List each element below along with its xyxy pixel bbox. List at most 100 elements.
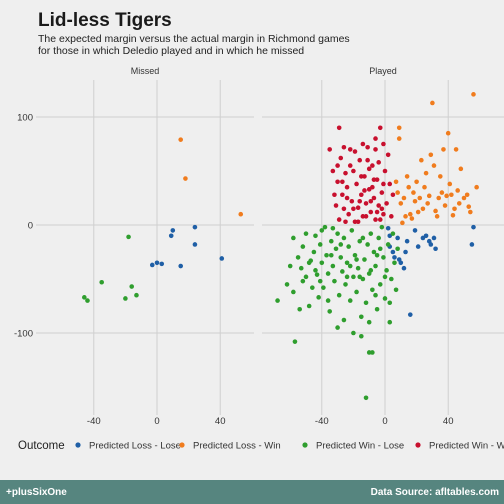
data-point [192,224,198,230]
data-point [365,157,370,163]
data-point [466,204,472,209]
data-point [368,198,374,204]
legend-swatch [179,442,185,448]
data-point [362,257,367,262]
legend-swatch [302,442,308,448]
data-point [336,292,342,298]
data-point [423,233,429,239]
facet-played: Played -40 0 40 [262,66,504,427]
data-point [336,217,342,222]
data-point [381,141,386,147]
legend-item: Predicted Loss - Win [179,441,281,452]
series-predicted-win-win [327,125,396,225]
data-point [365,242,370,247]
data-point [341,317,347,323]
data-point [335,231,340,236]
data-point [447,181,453,187]
data-point [310,285,315,290]
data-point [134,292,139,298]
data-point [192,242,198,247]
data-point [393,179,399,185]
footer-source: Data Source: afltables.com [370,487,499,498]
data-point [306,260,312,266]
data-point [303,231,309,236]
data-point [389,276,394,282]
x-tick-label: -40 [87,416,101,427]
data-point [349,198,355,204]
data-point [381,211,386,217]
data-point [351,330,356,336]
data-point [341,235,347,241]
data-point [456,201,462,206]
data-point [385,242,391,247]
data-point [327,147,333,152]
data-point [370,163,375,168]
data-point [321,285,326,290]
data-point [376,235,381,241]
data-point [328,252,334,258]
legend-label: Predicted Win - Lose [316,441,404,452]
data-point [338,255,344,260]
legend-title: Outcome [18,440,65,452]
data-point [377,246,383,252]
y-tick-label: 0 [28,221,33,232]
x-tick-label: 0 [382,416,387,427]
data-point [385,225,391,231]
data-point [314,272,320,277]
data-point [414,179,419,185]
data-point [471,92,476,97]
data-point [404,238,410,244]
data-point [123,296,128,301]
data-point [330,263,336,269]
data-point [379,224,385,230]
subtitle-line-2: for those in which Deledio played and in… [38,44,305,57]
data-point [390,249,396,255]
data-point [390,231,396,236]
data-point [374,209,380,215]
data-point [396,136,402,141]
data-point [362,188,367,193]
data-point [366,166,372,172]
data-point [343,219,348,225]
data-point [365,144,370,150]
data-point [471,224,476,230]
data-point [398,201,404,206]
data-point [300,244,306,249]
data-point [332,192,337,198]
data-point [340,192,345,198]
data-point [347,147,353,152]
data-point [363,201,369,206]
data-point [170,228,176,233]
data-point [409,216,415,221]
data-point [333,203,339,208]
data-point [376,160,381,165]
data-point [374,252,380,258]
data-point [346,211,351,217]
data-point [373,217,378,222]
data-point [341,206,347,212]
data-point [352,252,358,258]
data-point [316,295,321,300]
data-point [403,214,408,219]
data-point [319,228,325,233]
data-point [344,195,350,201]
data-point [82,295,87,300]
data-point [398,260,404,266]
data-point [287,263,293,269]
data-point [347,298,353,303]
data-point [363,300,369,306]
data-point [438,174,443,179]
data-point [387,300,393,306]
data-point [99,279,104,285]
data-point [453,147,459,152]
data-point [325,298,331,303]
data-point [385,152,391,158]
data-point [355,219,361,225]
data-point [126,234,131,240]
data-point [295,255,301,260]
data-point [349,228,355,233]
data-point [317,278,323,284]
legend: Outcome Predicted Loss - Lose Predicted Lo… [18,440,504,452]
data-point [219,256,225,261]
legend-label: Predicted Loss - Win [193,441,281,452]
